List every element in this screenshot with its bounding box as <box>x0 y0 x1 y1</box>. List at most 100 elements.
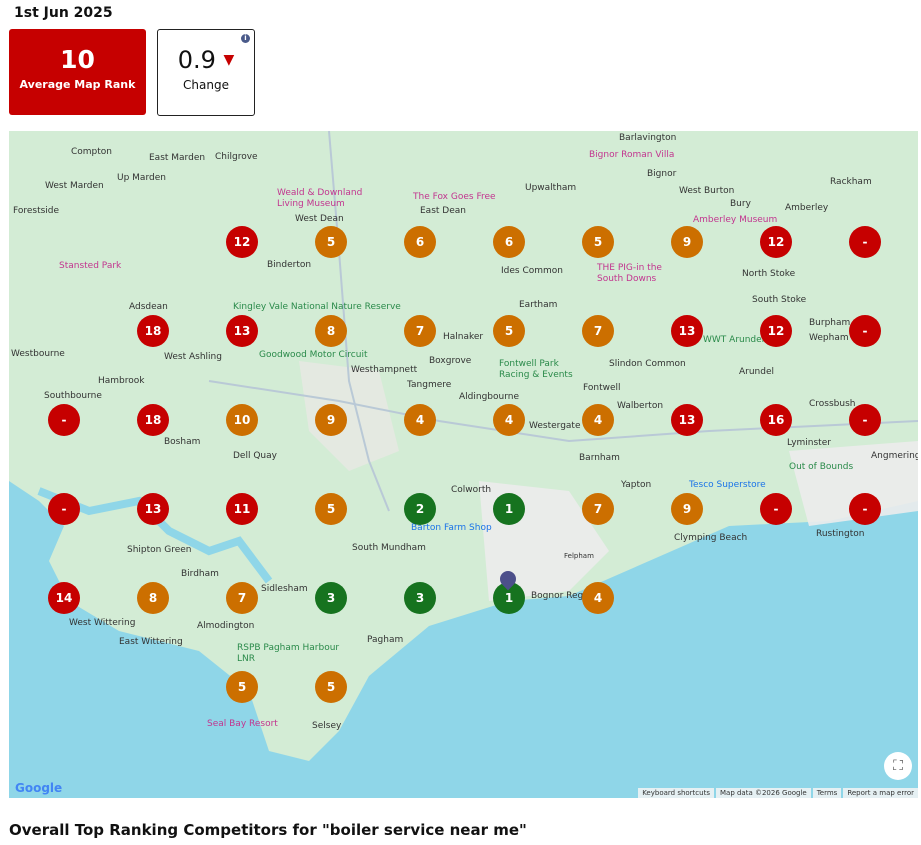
place-label: East Marden <box>149 153 206 163</box>
poi-label[interactable]: Barton Farm Shop <box>411 523 492 533</box>
rank-marker[interactable]: - <box>48 493 80 525</box>
place-label: Crossbush <box>809 399 856 409</box>
poi-label[interactable]: Stansted Park <box>59 261 122 271</box>
place-label: Wepham <box>809 333 849 343</box>
rank-marker[interactable]: 11 <box>226 493 258 525</box>
rank-marker[interactable]: - <box>760 493 792 525</box>
place-label: West Wittering <box>69 618 136 628</box>
rank-marker[interactable]: 2 <box>404 493 436 525</box>
place-label: Fontwell <box>583 383 621 393</box>
poi-label[interactable]: The Fox Goes Free <box>413 192 496 202</box>
place-label: Tangmere <box>407 380 452 390</box>
poi-label[interactable]: Bignor Roman Villa <box>589 150 675 160</box>
place-label: Ides Common <box>501 266 563 276</box>
poi-label[interactable]: Amberley Museum <box>693 215 778 225</box>
rank-marker[interactable]: - <box>849 315 881 347</box>
rank-marker[interactable]: 4 <box>404 404 436 436</box>
rank-marker[interactable]: 7 <box>404 315 436 347</box>
rank-marker[interactable]: 12 <box>760 315 792 347</box>
rank-marker[interactable]: - <box>849 404 881 436</box>
place-label: Westhampnett <box>351 365 418 375</box>
place-label: Amberley <box>785 203 829 213</box>
rank-marker[interactable]: 6 <box>404 226 436 258</box>
poi-label[interactable]: WWT Arundel <box>703 335 765 345</box>
littlehampton-urban <box>789 441 918 526</box>
report-date: 1st Jun 2025 <box>14 5 113 21</box>
poi-label[interactable]: Out of Bounds <box>789 462 854 472</box>
map-attribution: Keyboard shortcuts Map data ©2026 Google… <box>636 788 918 798</box>
rank-marker[interactable]: 5 <box>315 493 347 525</box>
place-label: Westbourne <box>11 349 65 359</box>
rank-marker[interactable]: 7 <box>582 493 614 525</box>
poi-label[interactable]: Kingley Vale National Nature Reserve <box>233 302 401 312</box>
place-label: Dell Quay <box>233 451 277 461</box>
place-label: Rustington <box>816 529 865 539</box>
rank-marker[interactable]: 6 <box>493 226 525 258</box>
rank-marker[interactable]: 5 <box>226 671 258 703</box>
poi-label[interactable]: Tesco Superstore <box>689 480 766 490</box>
rank-marker[interactable]: 8 <box>137 582 169 614</box>
poi-label[interactable]: Seal Bay Resort <box>207 719 278 729</box>
place-label: Aldingbourne <box>459 392 519 402</box>
rank-marker[interactable]: 18 <box>137 404 169 436</box>
place-label: Binderton <box>267 260 312 270</box>
rank-marker[interactable]: 3 <box>315 582 347 614</box>
rank-marker[interactable]: 8 <box>315 315 347 347</box>
place-label: Barnham <box>579 453 620 463</box>
place-label: Hambrook <box>98 376 145 386</box>
place-label: West Marden <box>45 181 104 191</box>
rank-marker[interactable]: - <box>48 404 80 436</box>
rank-marker[interactable]: 5 <box>582 226 614 258</box>
rank-marker[interactable]: 13 <box>226 315 258 347</box>
place-label: Lyminster <box>787 438 831 448</box>
poi-label[interactable]: THE PIG-in the South Downs <box>597 263 662 284</box>
rank-marker[interactable]: 3 <box>404 582 436 614</box>
rank-marker[interactable]: 10 <box>226 404 258 436</box>
change-label: Change <box>183 78 229 92</box>
competitors-heading: Overall Top Ranking Competitors for "boi… <box>9 821 527 839</box>
chichester-urban <box>299 361 399 471</box>
poi-label[interactable]: Goodwood Motor Circuit <box>259 350 368 360</box>
place-label: Clymping Beach <box>674 533 748 543</box>
place-label: Bignor <box>647 169 677 179</box>
poi-label[interactable]: Weald & Downland Living Museum <box>277 188 363 209</box>
report-map-error-link[interactable]: Report a map error <box>843 788 918 798</box>
terms-link[interactable]: Terms <box>812 788 842 798</box>
poi-label[interactable]: Fontwell Park Racing & Events <box>499 359 573 380</box>
rank-marker[interactable]: 13 <box>671 404 703 436</box>
place-label: Yapton <box>621 480 652 490</box>
rank-marker[interactable]: 18 <box>137 315 169 347</box>
place-label: Southbourne <box>44 391 102 401</box>
rank-marker[interactable]: 5 <box>493 315 525 347</box>
rank-marker[interactable]: 9 <box>315 404 347 436</box>
rank-marker[interactable]: 16 <box>760 404 792 436</box>
rank-marker[interactable]: 7 <box>582 315 614 347</box>
place-label: Colworth <box>451 485 492 495</box>
rank-marker[interactable]: - <box>849 226 881 258</box>
fullscreen-icon[interactable]: ⛶ <box>884 752 912 780</box>
place-label: Birdham <box>181 569 219 579</box>
rank-marker[interactable]: 9 <box>671 493 703 525</box>
rank-marker[interactable]: 7 <box>226 582 258 614</box>
rank-marker[interactable]: 14 <box>48 582 80 614</box>
rank-marker[interactable]: 4 <box>582 404 614 436</box>
rank-marker[interactable]: 4 <box>493 404 525 436</box>
google-logo[interactable]: Google <box>15 781 63 795</box>
rank-marker[interactable]: 12 <box>226 226 258 258</box>
place-label: Walberton <box>617 401 664 411</box>
rank-marker[interactable]: 4 <box>582 582 614 614</box>
rank-marker[interactable]: 13 <box>671 315 703 347</box>
rank-marker[interactable]: 5 <box>315 226 347 258</box>
rank-marker[interactable]: 12 <box>760 226 792 258</box>
rank-marker[interactable]: - <box>849 493 881 525</box>
keyboard-shortcuts-link[interactable]: Keyboard shortcuts <box>638 788 714 798</box>
place-label: Angmering <box>871 451 918 461</box>
rank-marker[interactable]: 13 <box>137 493 169 525</box>
place-label: North Stoke <box>742 269 796 279</box>
rank-map[interactable]: Compton East Marden Chilgrove West Marde… <box>9 131 918 798</box>
poi-label[interactable]: RSPB Pagham Harbour LNR <box>237 643 340 664</box>
info-icon[interactable]: i <box>241 34 250 43</box>
rank-marker[interactable]: 1 <box>493 493 525 525</box>
rank-marker[interactable]: 9 <box>671 226 703 258</box>
rank-marker[interactable]: 5 <box>315 671 347 703</box>
